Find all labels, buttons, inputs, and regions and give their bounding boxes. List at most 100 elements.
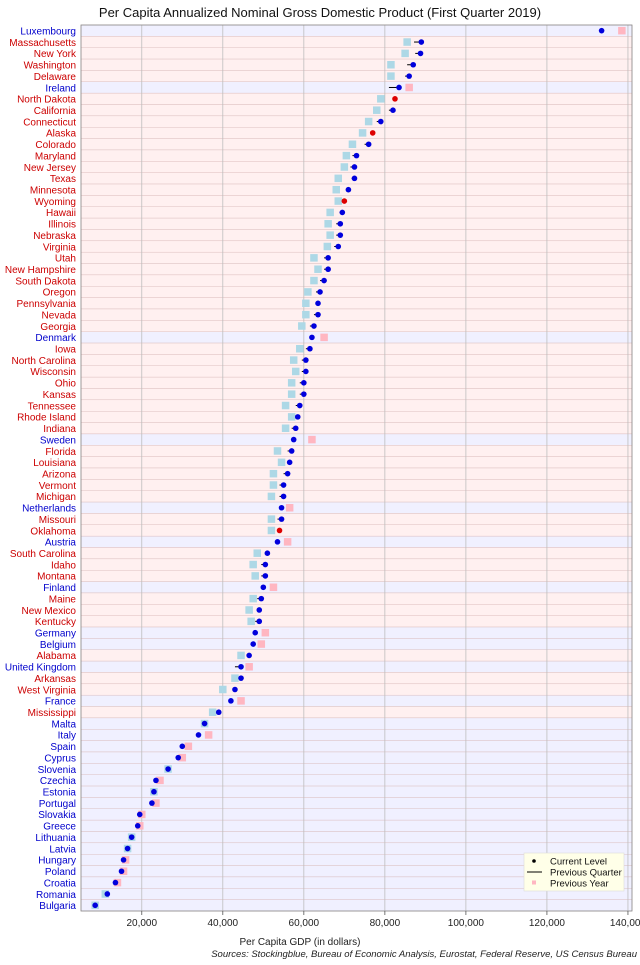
previous-year-marker-pennsylvania (302, 299, 310, 308)
current-point-florida (288, 448, 295, 454)
row-label-california: California (34, 106, 77, 117)
row-label-maryland: Maryland (35, 151, 76, 162)
row-label-michigan: Michigan (36, 492, 76, 503)
row-label-texas: Texas (50, 174, 76, 185)
previous-year-marker-south-dakota (310, 276, 318, 285)
previous-year-marker-delaware (387, 72, 395, 80)
previous-year-marker-north-carolina (289, 356, 298, 364)
current-point-germany (252, 629, 259, 636)
row-band (80, 831, 633, 844)
row-label-spain: Spain (50, 742, 76, 753)
x-tick-label: 120,000 (529, 918, 566, 929)
current-point-sweden (290, 436, 297, 443)
row-band (80, 422, 633, 435)
x-axis-label: Per Capita GDP (in dollars) (240, 937, 361, 948)
current-point-rhode-island (294, 414, 301, 420)
current-point-netherlands (278, 504, 285, 511)
row-band (80, 365, 633, 378)
row-label-utah: Utah (55, 254, 76, 265)
current-point-malta (201, 720, 208, 727)
current-point-italy (195, 732, 202, 738)
current-point-croatia (112, 879, 119, 886)
row-label-arkansas: Arkansas (34, 674, 76, 685)
previous-year-marker-rhode-island (287, 413, 296, 421)
row-band (80, 899, 633, 912)
previous-year-marker-kentucky (247, 617, 255, 626)
previous-year-marker-west-virginia (219, 685, 227, 694)
current-point-ohio (301, 380, 307, 386)
current-point-latvia (124, 845, 131, 852)
previous-year-marker-denmark (320, 333, 328, 342)
row-label-nevada: Nevada (42, 310, 77, 321)
row-band (80, 229, 633, 242)
row-label-italy: Italy (58, 731, 76, 742)
previous-year-marker-missouri (267, 515, 276, 523)
x-tick-label: 20,000 (126, 918, 157, 929)
current-point-connecticut (378, 118, 384, 125)
row-band (80, 36, 633, 48)
row-band (80, 138, 633, 151)
row-label-arizona: Arizona (42, 469, 76, 480)
row-band (80, 70, 633, 82)
previous-year-marker-minnesota (332, 185, 340, 194)
current-point-virginia (335, 243, 342, 250)
row-label-montana: Montana (37, 572, 76, 583)
row-label-delaware: Delaware (34, 72, 77, 83)
row-label-slovakia: Slovakia (38, 810, 76, 821)
legend-current-label: Current Level (550, 857, 607, 868)
current-point-minnesota (345, 186, 352, 193)
current-point-iowa (307, 345, 313, 352)
row-band (80, 445, 633, 457)
previous-year-marker-finland (269, 583, 278, 592)
row-label-massachusetts: Massachusetts (9, 38, 76, 49)
current-point-arizona (284, 470, 291, 477)
current-point-delaware (406, 73, 412, 79)
current-point-france (228, 698, 234, 704)
row-band (80, 433, 633, 446)
previous-year-marker-florida (273, 447, 282, 455)
current-point-cyprus (175, 754, 182, 761)
row-band (80, 785, 633, 798)
row-label-belgium: Belgium (40, 640, 76, 651)
row-band (80, 92, 633, 105)
row-band (80, 524, 633, 537)
current-point-kansas (301, 391, 307, 397)
row-label-alaska: Alaska (46, 129, 76, 140)
current-point-slovenia (165, 766, 171, 772)
row-label-maine: Maine (49, 594, 77, 605)
previous-year-marker-alaska (358, 129, 367, 137)
previous-year-marker-united-kingdom (245, 663, 253, 671)
previous-year-marker-washington (387, 61, 395, 69)
previous-year-marker-south-carolina (253, 549, 261, 557)
previous-year-marker-austria (283, 538, 292, 546)
row-band (80, 547, 633, 560)
previous-year-marker-vermont (269, 481, 278, 489)
row-band (80, 615, 633, 628)
row-label-luxembourg: Luxembourg (20, 26, 76, 37)
row-label-new-hampshire: New Hampshire (5, 265, 77, 276)
previous-year-marker-kansas (287, 390, 296, 398)
row-band (80, 399, 633, 412)
row-label-portugal: Portugal (39, 799, 76, 810)
current-point-new-jersey (351, 164, 358, 170)
row-band (80, 58, 633, 71)
row-label-south-carolina: South Carolina (10, 549, 77, 560)
row-label-nebraska: Nebraska (33, 231, 76, 242)
legend-previous-year-label: Previous Year (550, 879, 609, 890)
current-point-ireland (396, 84, 402, 91)
previous-year-marker-arizona (269, 469, 278, 478)
previous-year-marker-connecticut (364, 117, 373, 126)
row-label-vermont: Vermont (39, 481, 76, 492)
row-band (80, 626, 633, 639)
row-band (80, 535, 633, 548)
previous-year-marker-czechia (156, 776, 164, 785)
row-label-new-york: New York (34, 49, 77, 60)
row-label-finland: Finland (43, 583, 76, 594)
row-band (80, 297, 633, 310)
previous-year-marker-oklahoma (267, 526, 276, 535)
row-band (80, 274, 633, 287)
previous-year-marker-tennessee (281, 401, 290, 410)
row-label-united-kingdom: United Kingdom (5, 663, 76, 674)
previous-year-marker-oregon (304, 288, 312, 296)
